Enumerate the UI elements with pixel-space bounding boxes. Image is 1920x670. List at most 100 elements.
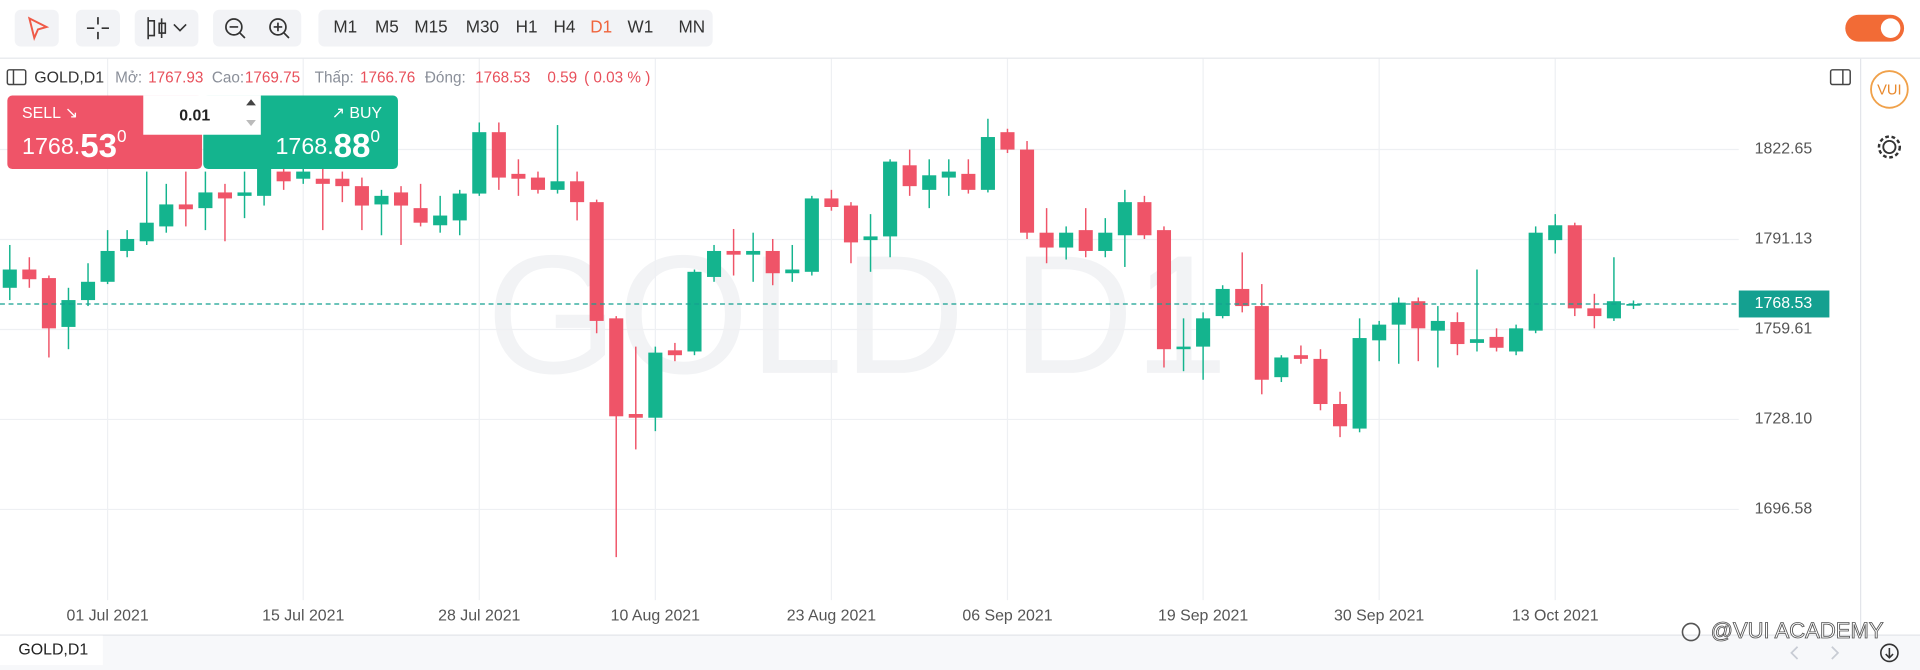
sell-label: SELL ↘ (22, 105, 78, 122)
candle-body (1215, 288, 1230, 317)
candle-body (1606, 301, 1621, 319)
candle-body (1333, 404, 1348, 427)
close-label: Đóng: (425, 69, 466, 86)
candle-body (433, 215, 448, 226)
toggle-knob (1880, 18, 1901, 38)
candle-body (22, 269, 37, 280)
lot-input[interactable] (143, 95, 261, 135)
candle-body (1352, 338, 1367, 429)
candle-body (315, 178, 330, 184)
y-tick-label: 1791.13 (1755, 231, 1813, 248)
crosshair-button[interactable] (75, 9, 120, 47)
candle-body (824, 198, 839, 207)
timeframe-button[interactable]: MN (679, 17, 706, 37)
cursor-button[interactable] (14, 9, 59, 47)
candle-body (198, 192, 213, 209)
low-value: 1766.76 (360, 69, 415, 86)
x-tick-label: 19 Sep 2021 (1158, 607, 1248, 624)
lot-up[interactable] (246, 99, 256, 106)
candle-body (1626, 303, 1641, 306)
candle-body (511, 173, 526, 179)
buy-label: ↗ BUY (332, 105, 383, 122)
buy-price-sup: 0 (370, 126, 380, 146)
y-tick-label: 1759.61 (1755, 321, 1813, 338)
candle-body (726, 250, 741, 255)
symbol: GOLD,D1 (34, 70, 104, 87)
candle-body (765, 250, 780, 274)
candle-body (1078, 230, 1093, 251)
sell-price-big: 53 (80, 128, 117, 165)
change-percent: ( 0.03 % ) (584, 69, 650, 86)
candle-body (980, 137, 995, 190)
candle-body (1548, 225, 1563, 241)
timeframe-button[interactable]: D1 (590, 17, 612, 37)
candle-body (1117, 202, 1132, 236)
candle-body (1509, 328, 1524, 352)
sell-price-main: 1768. (22, 133, 80, 159)
x-tick-label: 01 Jul 2021 (66, 607, 148, 624)
candle-body (570, 181, 585, 203)
candle-body (1059, 232, 1074, 248)
lot-value: 0.01 (179, 108, 210, 125)
sell-price-sup: 0 (117, 126, 127, 146)
settings-icon[interactable] (1882, 139, 1897, 155)
timeframe-button[interactable]: H4 (554, 17, 576, 37)
logo (1870, 70, 1909, 109)
candle-body (276, 171, 291, 182)
x-tick-label: 06 Sep 2021 (962, 607, 1052, 624)
timeframe-button[interactable]: W1 (628, 17, 654, 37)
candle-body (1039, 232, 1054, 248)
panel-toggle[interactable] (1829, 69, 1851, 86)
chart-type-icon (147, 17, 187, 40)
candle-body (550, 181, 565, 190)
candle-body (746, 250, 761, 255)
timeframe-button[interactable]: H1 (516, 17, 538, 37)
candle-body (491, 132, 506, 178)
x-tick-label: 10 Aug 2021 (611, 607, 700, 624)
candle-body (1176, 346, 1191, 350)
candle-body (159, 204, 174, 227)
candle-body (178, 204, 193, 210)
candle-body (2, 269, 17, 288)
candle-body (1528, 232, 1543, 331)
candle-body (1019, 149, 1035, 233)
low-label: Thấp: (315, 69, 354, 86)
axes: 1696.58 1728.10 1759.61 1791.13 1822.65 01 Ju… (0, 141, 1830, 624)
x-tick-label: 23 Aug 2021 (787, 607, 876, 624)
candle-body (1469, 339, 1485, 343)
symbol-tab-label: GOLD,D1 (18, 642, 88, 659)
candle-body (667, 350, 682, 356)
candle-body (1450, 322, 1465, 345)
candle-body (61, 300, 76, 327)
scroll-button[interactable] (1880, 643, 1899, 663)
candle-body (1235, 288, 1250, 307)
zoom-out-icon (229, 26, 246, 39)
candle-body (1313, 358, 1328, 405)
lot-down[interactable] (246, 120, 256, 127)
chart-type-button[interactable] (134, 9, 199, 47)
timeframes: M1 M5 M15 M30 H1 H4 D1 W1 MN (333, 17, 705, 37)
timeframe-button[interactable]: M15 (414, 17, 447, 37)
high-value: 1769.75 (245, 69, 300, 86)
logo-text: VUI (1877, 83, 1901, 99)
y-tick-label: 1822.65 (1755, 141, 1813, 158)
change: 0.59 (547, 69, 577, 86)
trade-panel: 0.01 SELL ↘ 1768.530 ↗ BUY 1768.880 (7, 95, 398, 170)
symbol-tab[interactable] (0, 635, 103, 666)
timeframe-button[interactable]: M5 (375, 17, 399, 37)
candle-body (961, 173, 976, 190)
candle-body (1196, 318, 1211, 347)
zoom-in-icon (273, 22, 290, 39)
candle-body (863, 236, 878, 241)
candle-body (922, 175, 937, 190)
candle-body (472, 132, 487, 194)
candle-body (628, 414, 643, 418)
buy-price-main: 1768. (276, 133, 334, 159)
candle-body (941, 171, 956, 178)
sell-price: 1768.530 (22, 126, 126, 165)
timeframe-button[interactable]: M30 (466, 17, 499, 37)
timeframe-button[interactable]: M1 (333, 17, 357, 37)
candle-body (804, 198, 819, 272)
last-price-label: 1768.53 (1755, 295, 1813, 312)
toolbar: M1 M5 M15 M30 H1 H4 D1 W1 MN (0, 0, 1920, 59)
